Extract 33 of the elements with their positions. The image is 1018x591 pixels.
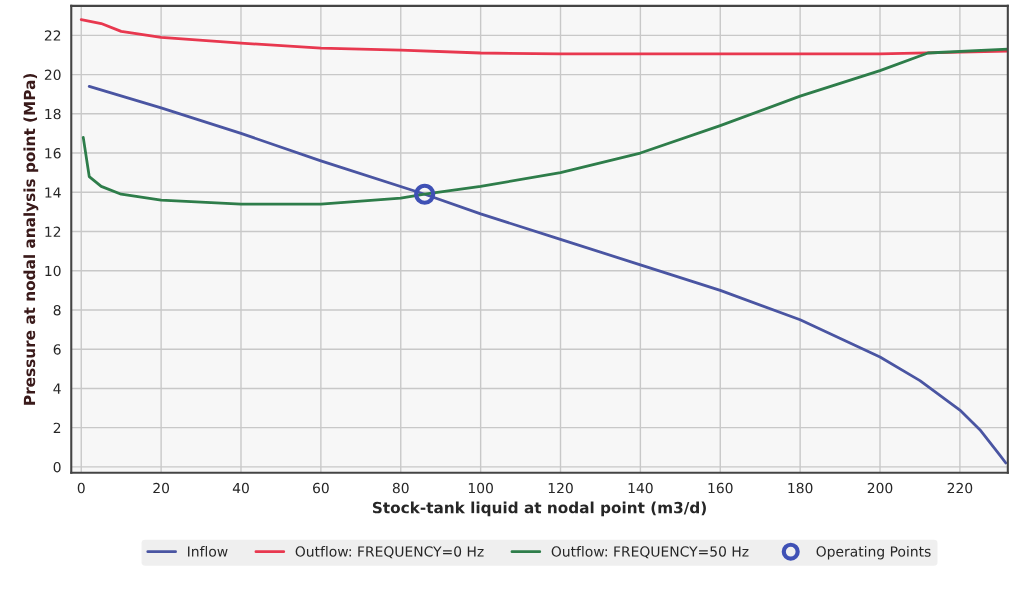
y-tick-label: 18 (45, 108, 61, 120)
x-tick-label: 120 (548, 482, 573, 494)
x-tick-label: 180 (788, 482, 813, 494)
line-series (81, 47, 1008, 206)
legend-label: Inflow (188, 546, 228, 557)
x-tick-label: 160 (708, 482, 733, 494)
legend-label: Operating Points (816, 546, 931, 560)
x-tick-label: 200 (867, 482, 893, 494)
x-tick-label: 40 (232, 482, 249, 494)
y-tick-label: 14 (45, 187, 61, 198)
y-tick-label: 20 (44, 69, 61, 81)
x-tick-label: 20 (153, 482, 170, 494)
x-tick-label: 140 (628, 482, 653, 494)
x-axis-title: Stock-tank liquid at nodal point (m3/d) (372, 501, 706, 517)
legend-label: Outflow: FREQUENCY=50 Hz (551, 546, 749, 559)
x-tick-label: 80 (392, 482, 409, 494)
y-tick-label: 10 (45, 265, 61, 277)
y-tick-label: 12 (45, 226, 61, 237)
y-tick-label: 4 (53, 383, 61, 394)
x-tick-label: 60 (313, 482, 329, 494)
x-tick-label: 220 (947, 482, 973, 494)
line-series (87, 84, 1008, 465)
y-tick-label: 2 (53, 422, 61, 433)
y-tick-label: 16 (45, 148, 61, 159)
legend-label: Outflow: FREQUENCY=0 Hz (295, 546, 484, 559)
y-tick-label: 0 (53, 461, 61, 473)
y-tick-label: 22 (44, 30, 61, 41)
y-axis-title: Pressure at nodal analysis point (MPa) (23, 73, 39, 405)
y-tick-label: 8 (53, 304, 61, 316)
x-tick-label: 100 (468, 482, 493, 494)
x-tick-label: 0 (77, 482, 85, 494)
y-tick-label: 6 (53, 344, 61, 355)
line-series (79, 18, 1008, 56)
